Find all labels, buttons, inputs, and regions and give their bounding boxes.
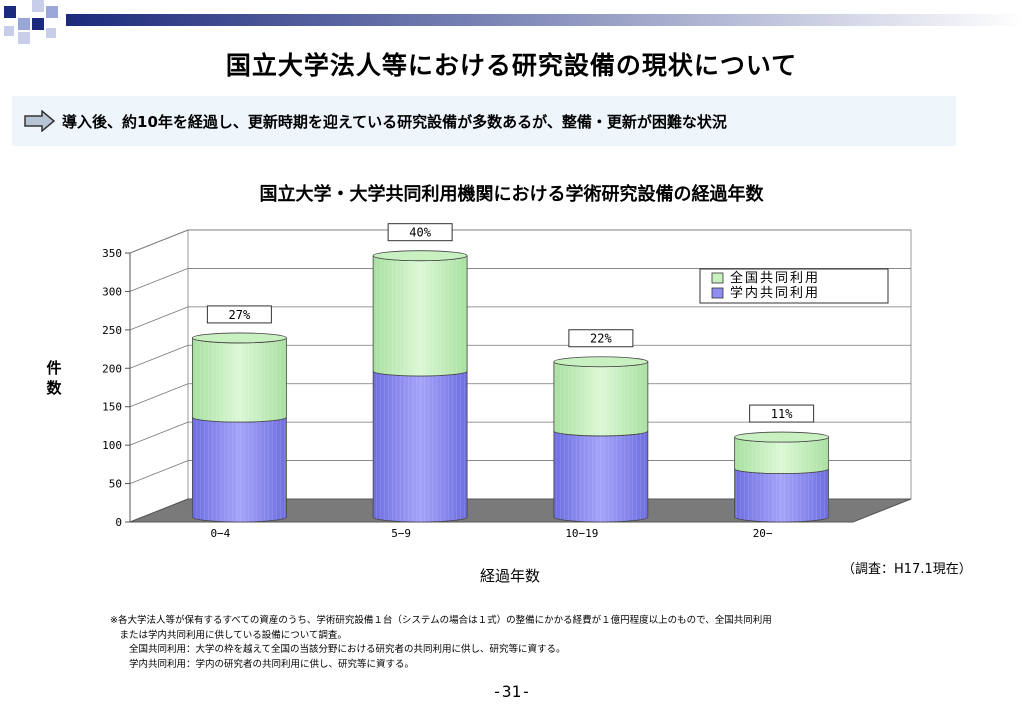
x-tick-label: 20− bbox=[753, 527, 773, 540]
percent-label-box bbox=[206, 305, 272, 324]
percent-label: 40% bbox=[409, 226, 431, 240]
page-number: -31- bbox=[492, 682, 531, 701]
footnote-line: 学内共同利用：学内の研究者の共同利用に供し、研究等に資する。 bbox=[110, 658, 415, 670]
bar-segment-campus-texture bbox=[373, 370, 468, 522]
legend-box bbox=[699, 268, 889, 304]
gridline-diagonal bbox=[129, 460, 189, 484]
right-arrow-icon bbox=[24, 110, 56, 132]
x-axis-label: 経過年数 bbox=[479, 567, 540, 585]
bar-segment-national-texture bbox=[734, 437, 829, 474]
gridline-diagonal bbox=[129, 344, 189, 369]
y-tick-label: 200 bbox=[102, 362, 122, 375]
y-tick-label: 0 bbox=[115, 516, 122, 529]
bar-segment-campus-texture bbox=[734, 468, 829, 522]
percent-label: 27% bbox=[229, 308, 251, 322]
subtitle-text: 導入後、約10年を経過し、更新時期を迎えている研究設備が多数あるが、整備・更新が… bbox=[62, 113, 727, 131]
gridline-diagonal bbox=[129, 268, 189, 292]
bar-top-cap bbox=[372, 250, 468, 262]
bar-top-cap bbox=[734, 431, 830, 443]
y-tick-label: 150 bbox=[102, 401, 122, 414]
gridline-diagonal bbox=[129, 229, 189, 254]
bar-segment-national-texture bbox=[192, 337, 287, 423]
bar-top-cap bbox=[191, 332, 287, 344]
legend-label: 学内共同利用 bbox=[730, 285, 820, 301]
footnote-line: または学内共同利用に供している設備について調査。 bbox=[110, 629, 347, 641]
bar-segment-campus-texture bbox=[192, 417, 287, 522]
page-title: 国立大学法人等における研究設備の現状について bbox=[225, 51, 798, 80]
y-tick-label: 50 bbox=[109, 478, 122, 491]
bar-segment-national-texture bbox=[553, 361, 648, 436]
gridline-diagonal bbox=[129, 421, 189, 446]
percent-label-box bbox=[387, 223, 453, 242]
bar-segment-campus-texture bbox=[553, 430, 648, 522]
percent-label: 11% bbox=[771, 407, 793, 421]
chart-title: 国立大学・大学共同利用機関における学術研究設備の経過年数 bbox=[259, 184, 764, 205]
legend-swatch bbox=[711, 287, 724, 299]
gridline-diagonal bbox=[129, 306, 189, 331]
y-tick-label: 250 bbox=[102, 324, 122, 337]
percent-label: 22% bbox=[590, 332, 612, 346]
x-tick-label: 10−19 bbox=[565, 527, 598, 540]
footnote-line: 全国共同利用：大学の枠を越えて全国の当該分野における研究者の共同利用に供し、研究… bbox=[110, 644, 566, 655]
y-axis-label: 件数 bbox=[46, 359, 62, 397]
x-tick-label: 0−4 bbox=[210, 527, 230, 540]
percent-label-box bbox=[568, 329, 634, 348]
bar-segment-national-texture bbox=[373, 255, 468, 376]
footnotes: ※各大学法人等が保有するすべての資産のうち、学術研究設備１台（システムの場合は１… bbox=[110, 614, 772, 672]
subtitle-box bbox=[12, 96, 956, 146]
legend-label: 全国共同利用 bbox=[730, 270, 820, 286]
y-tick-label: 100 bbox=[102, 439, 122, 452]
chart-side-wall bbox=[129, 229, 189, 523]
survey-note: （調査：H17.1現在） bbox=[842, 562, 972, 577]
legend-swatch bbox=[711, 272, 724, 284]
bar-top-cap bbox=[553, 356, 649, 368]
y-tick-label: 300 bbox=[102, 285, 122, 298]
percent-label-box bbox=[749, 404, 815, 423]
footnote-line: ※各大学法人等が保有するすべての資産のうち、学術研究設備１台（システムの場合は１… bbox=[110, 615, 772, 626]
header-band bbox=[4, 0, 1023, 44]
gridline-diagonal bbox=[129, 383, 189, 408]
x-tick-label: 5−9 bbox=[391, 527, 411, 540]
y-tick-label: 350 bbox=[102, 247, 122, 260]
